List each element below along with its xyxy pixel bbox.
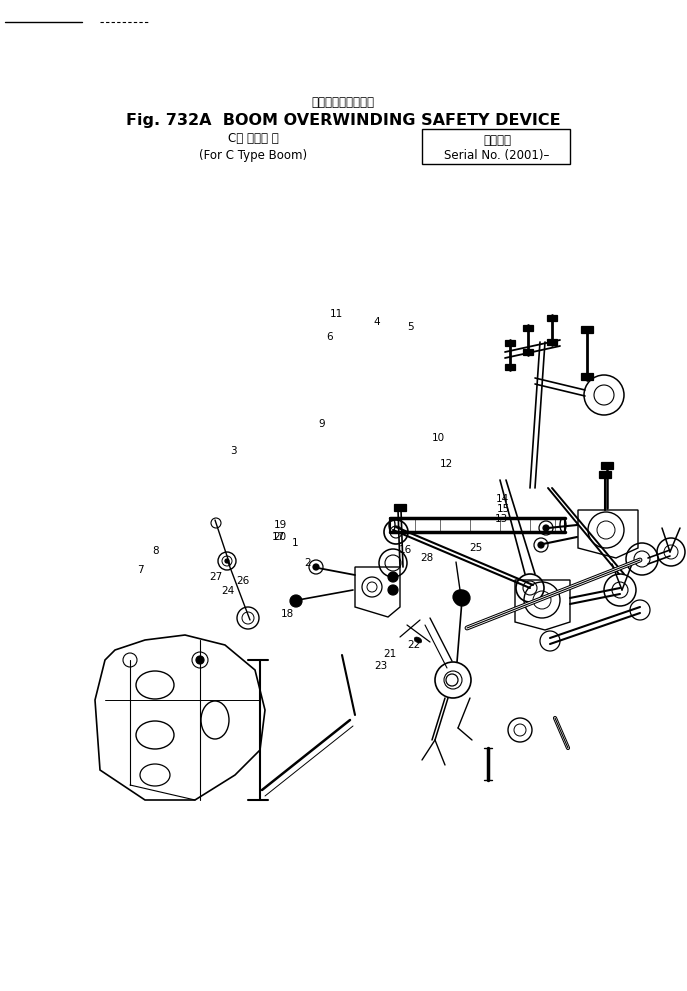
Circle shape	[453, 590, 467, 604]
Text: 11: 11	[330, 309, 344, 319]
Circle shape	[543, 525, 549, 531]
Text: 7: 7	[137, 565, 144, 575]
Text: 1: 1	[292, 538, 299, 548]
Bar	[523, 325, 533, 331]
Text: Serial No. (2001)–: Serial No. (2001)–	[444, 150, 550, 163]
Text: ブーム過巻防止装置: ブーム過巻防止装置	[311, 95, 374, 108]
Circle shape	[538, 542, 544, 548]
Bar	[581, 326, 593, 333]
Ellipse shape	[414, 637, 422, 643]
Bar	[505, 340, 515, 346]
Text: 22: 22	[407, 640, 421, 650]
Bar	[523, 349, 533, 355]
Bar	[422, 129, 570, 164]
Bar	[547, 339, 557, 345]
Text: 18: 18	[280, 609, 294, 619]
Text: 24: 24	[221, 586, 235, 596]
Text: 15: 15	[497, 504, 510, 514]
Text: 8: 8	[153, 546, 159, 556]
Text: 12: 12	[440, 459, 453, 469]
Text: 17: 17	[271, 532, 285, 542]
Bar	[505, 364, 515, 370]
Text: 23: 23	[374, 661, 388, 671]
Text: 10: 10	[431, 433, 445, 443]
Text: 28: 28	[420, 553, 433, 563]
Bar	[599, 471, 611, 478]
Text: 27: 27	[209, 572, 223, 582]
Text: C形 ブーム 用: C形 ブーム 用	[227, 133, 278, 146]
Text: 14: 14	[496, 495, 510, 504]
Ellipse shape	[389, 518, 395, 532]
Text: 適用号機: 適用号機	[483, 134, 511, 147]
Text: 19: 19	[273, 520, 287, 530]
Text: 5: 5	[407, 322, 414, 332]
Text: 25: 25	[469, 543, 483, 553]
Circle shape	[454, 590, 470, 606]
Text: 3: 3	[230, 446, 237, 456]
Bar	[601, 462, 613, 469]
Circle shape	[290, 595, 302, 607]
Ellipse shape	[560, 518, 566, 532]
Circle shape	[196, 656, 204, 664]
Circle shape	[225, 559, 229, 563]
Text: 9: 9	[318, 419, 325, 429]
Text: 6: 6	[326, 332, 333, 342]
Text: 13: 13	[495, 514, 508, 524]
Text: 16: 16	[398, 545, 412, 555]
Bar	[581, 373, 593, 380]
Text: 26: 26	[236, 576, 250, 586]
Text: 4: 4	[373, 317, 380, 327]
Circle shape	[313, 564, 319, 570]
Text: Fig. 732A  BOOM OVERWINDING SAFETY DEVICE: Fig. 732A BOOM OVERWINDING SAFETY DEVICE	[126, 113, 561, 128]
Text: 20: 20	[273, 532, 286, 542]
Bar	[394, 504, 406, 511]
Circle shape	[388, 585, 398, 595]
Bar	[547, 315, 557, 321]
Text: 2: 2	[304, 558, 311, 568]
Circle shape	[446, 674, 458, 686]
Text: (For C Type Boom): (For C Type Boom)	[199, 150, 307, 163]
Circle shape	[388, 572, 398, 582]
Text: 21: 21	[383, 649, 397, 659]
